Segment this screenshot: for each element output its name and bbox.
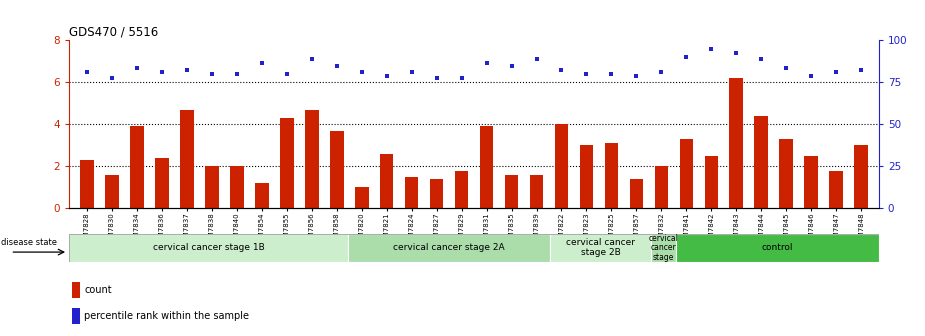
- Bar: [676, 234, 879, 262]
- Bar: [480, 126, 493, 208]
- Point: [379, 73, 394, 79]
- Point: [579, 71, 594, 77]
- Point: [704, 46, 719, 51]
- Bar: [530, 175, 543, 208]
- Bar: [830, 170, 844, 208]
- Text: cervical
cancer
stage: cervical cancer stage: [648, 234, 679, 262]
- Point: [854, 67, 869, 73]
- Bar: [255, 183, 268, 208]
- Bar: [580, 145, 593, 208]
- Point: [279, 71, 294, 77]
- Bar: [805, 156, 819, 208]
- Bar: [730, 78, 743, 208]
- Bar: [680, 139, 693, 208]
- Text: control: control: [762, 243, 794, 252]
- Bar: [780, 139, 794, 208]
- Point: [754, 56, 769, 62]
- Bar: [405, 177, 418, 208]
- Bar: [651, 234, 676, 262]
- Bar: [655, 166, 668, 208]
- Bar: [348, 234, 550, 262]
- Text: cervical cancer stage 1B: cervical cancer stage 1B: [153, 243, 265, 252]
- Point: [529, 56, 544, 62]
- Bar: [855, 145, 869, 208]
- Point: [629, 73, 644, 79]
- Text: count: count: [84, 285, 112, 295]
- Bar: [80, 160, 93, 208]
- Bar: [550, 234, 651, 262]
- Point: [404, 69, 419, 75]
- Point: [679, 54, 694, 60]
- Bar: [705, 156, 718, 208]
- Bar: [105, 175, 118, 208]
- Text: disease state: disease state: [2, 238, 57, 247]
- Bar: [755, 116, 768, 208]
- Point: [329, 63, 344, 68]
- Bar: [180, 110, 193, 208]
- Text: cervical cancer stage 2A: cervical cancer stage 2A: [393, 243, 504, 252]
- Bar: [72, 307, 80, 324]
- Bar: [355, 187, 368, 208]
- Point: [229, 71, 244, 77]
- Bar: [280, 118, 293, 208]
- Point: [105, 76, 119, 81]
- Bar: [555, 124, 568, 208]
- Bar: [605, 143, 618, 208]
- Bar: [505, 175, 518, 208]
- Point: [130, 65, 144, 70]
- Bar: [630, 179, 643, 208]
- Point: [179, 67, 194, 73]
- Text: cervical cancer
stage 2B: cervical cancer stage 2B: [566, 239, 635, 257]
- Point: [554, 67, 569, 73]
- Bar: [205, 166, 218, 208]
- Bar: [430, 179, 443, 208]
- Point: [729, 50, 744, 55]
- Point: [654, 69, 669, 75]
- Point: [154, 69, 169, 75]
- Bar: [154, 158, 168, 208]
- Bar: [330, 131, 343, 208]
- Point: [254, 61, 269, 66]
- Point: [779, 65, 794, 70]
- Bar: [305, 110, 318, 208]
- Bar: [69, 234, 348, 262]
- Point: [204, 71, 219, 77]
- Point: [829, 69, 844, 75]
- Bar: [72, 282, 80, 298]
- Point: [80, 69, 94, 75]
- Point: [804, 73, 819, 79]
- Bar: [130, 126, 143, 208]
- Bar: [455, 170, 468, 208]
- Text: percentile rank within the sample: percentile rank within the sample: [84, 310, 249, 321]
- Point: [604, 71, 619, 77]
- Point: [304, 56, 319, 62]
- Point: [479, 61, 494, 66]
- Bar: [230, 166, 243, 208]
- Point: [454, 76, 469, 81]
- Text: GDS470 / 5516: GDS470 / 5516: [69, 25, 158, 38]
- Point: [354, 69, 369, 75]
- Point: [504, 63, 519, 68]
- Point: [429, 76, 444, 81]
- Bar: [380, 154, 393, 208]
